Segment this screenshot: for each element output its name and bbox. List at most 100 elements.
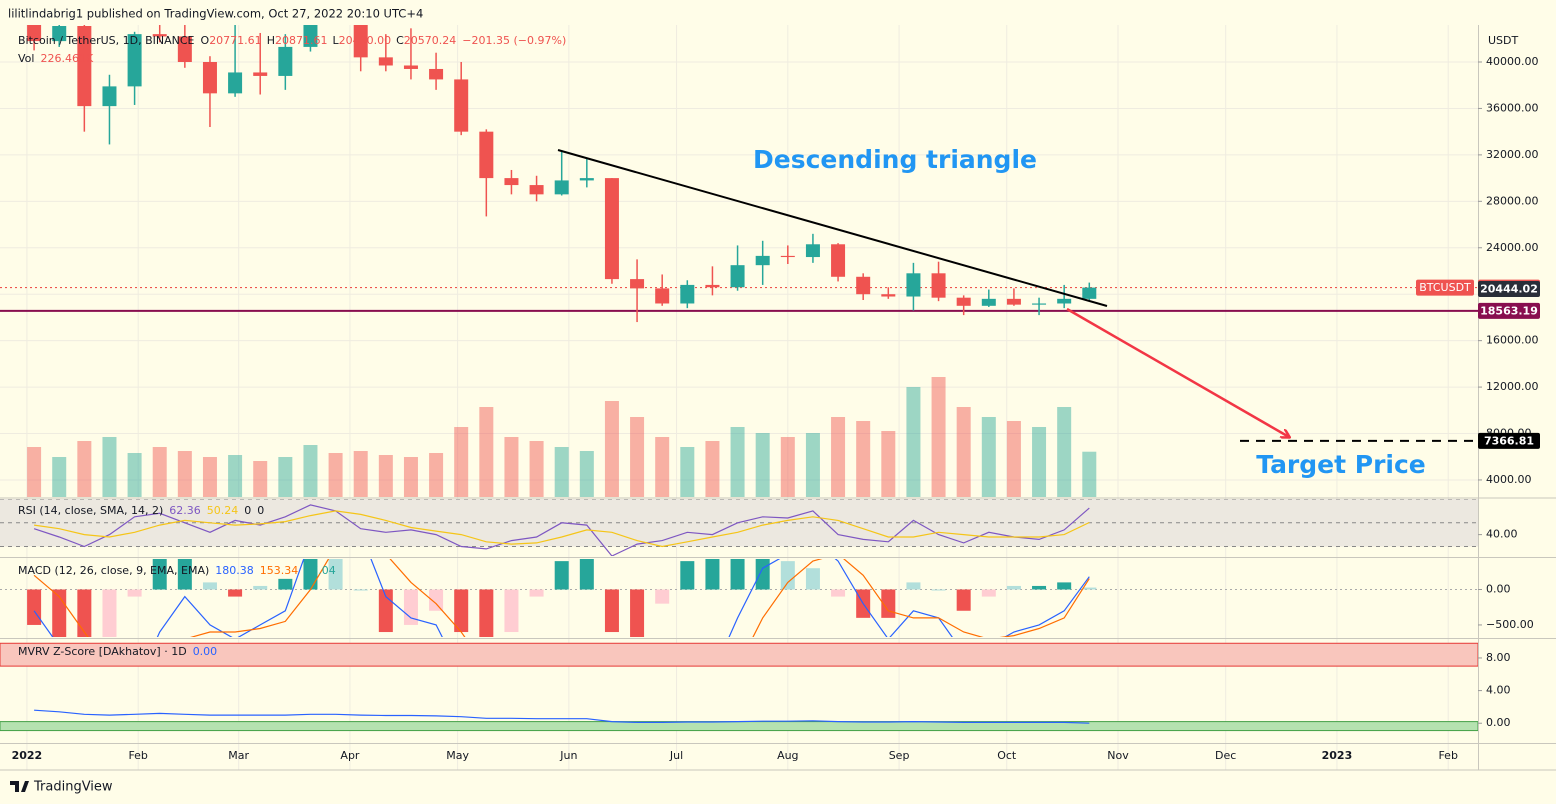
histogram-bar: [429, 589, 444, 611]
histogram-bar: [202, 582, 217, 590]
y-tick-label: 12000.00: [1486, 380, 1539, 393]
volume-bar: [730, 427, 745, 497]
y-tick-label: −500.00: [1486, 618, 1534, 631]
volume-bar: [353, 451, 368, 497]
histogram-bar: [931, 589, 946, 591]
histogram-bar: [981, 589, 996, 597]
histogram-bar: [805, 568, 820, 590]
y-tick-label: 28000.00: [1486, 194, 1539, 207]
candle-body: [780, 255, 795, 258]
candle-body: [27, 25, 42, 42]
y-tick-label: 4.00: [1486, 684, 1511, 697]
y-tick-label: 0.00: [1486, 582, 1511, 595]
pane-legend: MACD (12, 26, close, 9, EMA, EMA) 180.38 1…: [18, 564, 336, 577]
histogram-bar: [27, 589, 42, 625]
legend-value: 226.461K: [40, 52, 93, 65]
volume-legend: Vol 226.461K: [18, 52, 94, 65]
histogram-bar: [303, 559, 318, 590]
candle-body: [77, 26, 92, 107]
zone: [0, 642, 1478, 667]
legend-value: 50.24: [207, 504, 239, 517]
legend-value: 20430.00: [339, 34, 392, 47]
candle-body: [303, 25, 318, 47]
legend-title: Vol: [18, 52, 34, 65]
volume-bar: [981, 417, 996, 497]
y-tick-label: 16000.00: [1486, 334, 1539, 347]
price-tag: BTCUSDT: [1419, 281, 1471, 294]
currency-label: USDT: [1488, 34, 1519, 47]
volume-bar: [504, 437, 519, 497]
volume-bar: [881, 431, 896, 497]
pane: [0, 25, 1478, 497]
histogram-bar: [730, 559, 745, 590]
x-tick-label: Feb: [1438, 749, 1457, 762]
volume-bar: [1057, 407, 1072, 497]
legend-key: O: [201, 34, 210, 47]
histogram-bar: [127, 589, 142, 597]
x-tick-label: Oct: [997, 749, 1017, 762]
volume-bar: [655, 437, 670, 497]
histogram-bar: [77, 589, 92, 637]
candle-body: [655, 288, 670, 304]
candle-body: [1032, 303, 1047, 305]
legend-key: H: [267, 34, 275, 47]
candle-body: [429, 68, 444, 80]
candle-body: [177, 36, 192, 63]
volume-bar: [831, 417, 846, 497]
histogram-bar: [604, 589, 619, 633]
histogram-bar: [655, 589, 670, 604]
volume-bar: [127, 453, 142, 497]
volume-bar: [202, 457, 217, 497]
histogram-bar: [680, 561, 695, 590]
header: lilitlindabrig1 published on TradingView…: [8, 7, 423, 21]
candle-body: [479, 131, 494, 179]
volume-bar: [378, 455, 393, 497]
candle-body: [730, 265, 745, 288]
logo-icon: [10, 781, 29, 792]
legend-value: 62.36: [169, 504, 201, 517]
legend-value: 0: [244, 504, 251, 517]
volume-bar: [554, 447, 569, 497]
footer-logo: [10, 781, 29, 792]
y-tick-label: 24000.00: [1486, 241, 1539, 254]
candle-body: [956, 297, 971, 306]
y-tick-label: 4000.00: [1486, 473, 1532, 486]
y-tick-label: 32000.00: [1486, 148, 1539, 161]
price-label-box: [1478, 302, 1540, 319]
pane-legend: Bitcoin / TetherUS, 1D, BINANCE O20771.61…: [18, 34, 566, 47]
candle-body: [805, 244, 820, 258]
candle-body: [529, 185, 544, 195]
candle-body: [378, 57, 393, 66]
legend-value: 20570.24: [404, 34, 457, 47]
volume-bar: [1032, 427, 1047, 497]
legend-title: MVRV Z-Score [DAkhatov] · 1D: [18, 645, 187, 658]
price-label-box: [1478, 432, 1540, 449]
x-tick-label: Sep: [889, 749, 910, 762]
volume-bar: [303, 445, 318, 497]
x-tick-label: 2023: [1322, 749, 1353, 762]
candle-body: [1006, 298, 1021, 305]
legend-value: 0.00: [193, 645, 218, 658]
candle-body: [755, 255, 770, 266]
volume-bar: [177, 451, 192, 497]
histogram-bar: [579, 559, 594, 590]
candle-body: [680, 284, 695, 304]
candle-body: [856, 276, 871, 295]
footer-brand: TradingView: [33, 780, 113, 795]
histogram-bar: [177, 559, 192, 590]
histogram-bar: [831, 589, 846, 597]
histogram-bar: [403, 589, 418, 625]
pane-legend: RSI (14, close, SMA, 14, 2) 62.36 50.24 0 0: [18, 504, 264, 517]
y-tick-label: 0.00: [1486, 716, 1511, 729]
volume-bar: [680, 447, 695, 497]
volume-bar: [630, 417, 645, 497]
candle-body: [152, 34, 167, 37]
histogram-bar: [780, 561, 795, 590]
y-tick-label: 36000.00: [1486, 101, 1539, 114]
legend-change: −201.35 (−0.97%): [462, 34, 566, 47]
histogram-bar: [881, 589, 896, 618]
series-line: [34, 709, 1090, 724]
volume-bar: [328, 453, 343, 497]
legend-title: RSI (14, close, SMA, 14, 2): [18, 504, 163, 517]
histogram-bar: [253, 585, 268, 590]
